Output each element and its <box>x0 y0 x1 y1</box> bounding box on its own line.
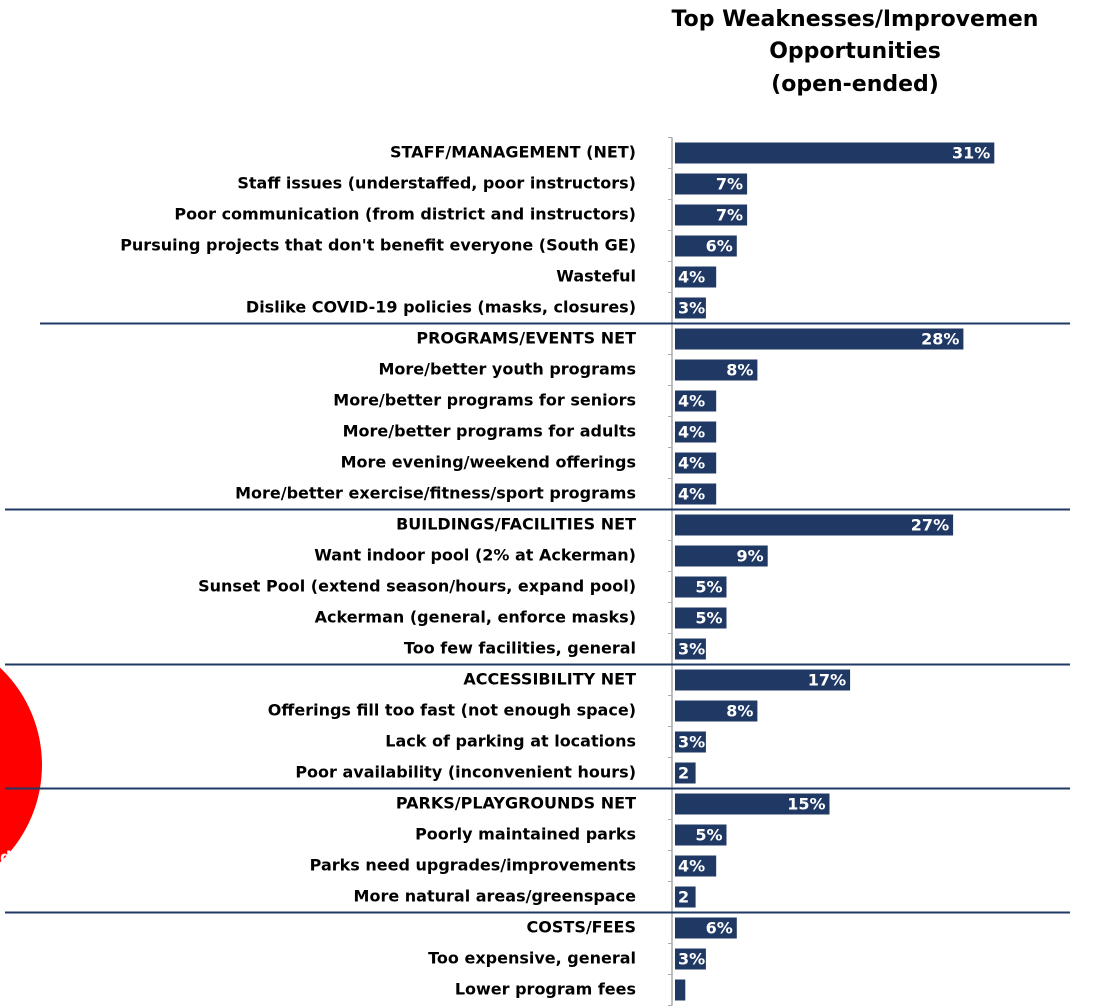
value-label: 3% <box>678 299 705 318</box>
bar <box>675 731 706 753</box>
bar <box>675 297 706 319</box>
value-label: 27% <box>911 516 949 535</box>
category-label: Dislike COVID-19 policies (masks, closur… <box>246 298 636 317</box>
category-label: Ackerman (general, enforce masks) <box>315 608 636 627</box>
category-label: More/better exercise/fitness/sport progr… <box>235 484 636 503</box>
bar <box>675 576 727 598</box>
value-label: 5% <box>695 609 722 628</box>
category-label: More/better youth programs <box>378 360 636 379</box>
value-label: 7% <box>716 206 743 225</box>
value-label: 3% <box>678 640 705 659</box>
category-label: PROGRAMS/EVENTS NET <box>416 329 636 348</box>
category-label: Poor availability (inconvenient hours) <box>295 763 636 782</box>
bar <box>675 421 717 443</box>
bar <box>675 514 954 536</box>
category-label: PARKS/PLAYGROUNDS NET <box>396 794 636 813</box>
category-label: COSTS/FEES <box>527 918 636 937</box>
value-label: 28% <box>921 330 959 349</box>
category-label: STAFF/MANAGEMENT (NET) <box>390 143 636 162</box>
category-label: Staff issues (understaffed, poor instruc… <box>237 174 636 193</box>
category-label: BUILDINGS/FACILITIES NET <box>396 515 636 534</box>
category-label: Too few facilities, general <box>404 639 636 658</box>
bar <box>675 824 727 846</box>
category-label: More evening/weekend offerings <box>341 453 636 472</box>
bar <box>675 793 830 815</box>
value-label: 5% <box>695 826 722 845</box>
value-label: 8% <box>726 361 753 380</box>
value-label: 2 <box>678 888 689 907</box>
chart-title: Top Weaknesses/Improvemen <box>672 7 1039 32</box>
category-label: Poorly maintained parks <box>415 825 636 844</box>
bar <box>675 917 737 939</box>
category-label: Parks need upgrades/improvements <box>310 856 636 875</box>
category-label: Offerings fill too fast (not enough spac… <box>268 701 636 720</box>
value-label: 4% <box>678 485 705 504</box>
bar <box>675 669 851 691</box>
category-label: Too expensive, general <box>428 949 636 968</box>
category-label: Lower program fees <box>455 980 636 999</box>
bar <box>675 390 717 412</box>
bar <box>675 452 717 474</box>
value-label: 31% <box>952 144 990 163</box>
value-label: 9% <box>737 547 764 566</box>
value-label: 15% <box>787 795 825 814</box>
category-label: ACCESSIBILITY NET <box>463 670 636 689</box>
category-label: Wasteful <box>556 267 636 286</box>
value-label: 3% <box>678 733 705 752</box>
bar <box>675 638 706 660</box>
bar <box>675 545 768 567</box>
bar <box>675 235 737 257</box>
category-label: More/better programs for adults <box>343 422 636 441</box>
value-label: 2 <box>678 764 689 783</box>
value-label: 4% <box>678 423 705 442</box>
bar <box>675 266 717 288</box>
value-label: 4% <box>678 857 705 876</box>
value-label: 17% <box>808 671 846 690</box>
bar <box>675 328 964 350</box>
category-label: Pursuing projects that don't benefit eve… <box>120 236 636 255</box>
category-label: More/better programs for seniors <box>333 391 636 410</box>
bar <box>675 359 758 381</box>
category-label: Poor communication (from district and in… <box>174 205 636 224</box>
value-label: 4% <box>678 454 705 473</box>
chart-title: (open-ended) <box>771 72 939 97</box>
bar <box>675 762 696 784</box>
value-label: 3% <box>678 950 705 969</box>
bar <box>675 979 686 1001</box>
bar <box>675 173 748 195</box>
category-label: Want indoor pool (2% at Ackerman) <box>314 546 636 565</box>
category-label: More natural areas/greenspace <box>354 887 637 906</box>
bar <box>675 855 717 877</box>
value-label: 6% <box>706 237 733 256</box>
bar <box>675 142 995 164</box>
value-label: 4% <box>678 392 705 411</box>
bar <box>675 886 696 908</box>
category-label: Sunset Pool (extend season/hours, expand… <box>198 577 636 596</box>
bar <box>675 700 758 722</box>
chart-title: Opportunities <box>769 39 941 64</box>
annotation: d I <box>0 848 23 867</box>
bar <box>675 204 748 226</box>
value-label: 7% <box>716 175 743 194</box>
bar <box>675 948 706 970</box>
bar <box>675 483 717 505</box>
value-label: 4% <box>678 268 705 287</box>
value-label: 5% <box>695 578 722 597</box>
bar <box>675 607 727 629</box>
decorative-circle <box>0 667 42 863</box>
value-label: 6% <box>706 919 733 938</box>
category-label: Lack of parking at locations <box>385 732 636 751</box>
value-label: 8% <box>726 702 753 721</box>
